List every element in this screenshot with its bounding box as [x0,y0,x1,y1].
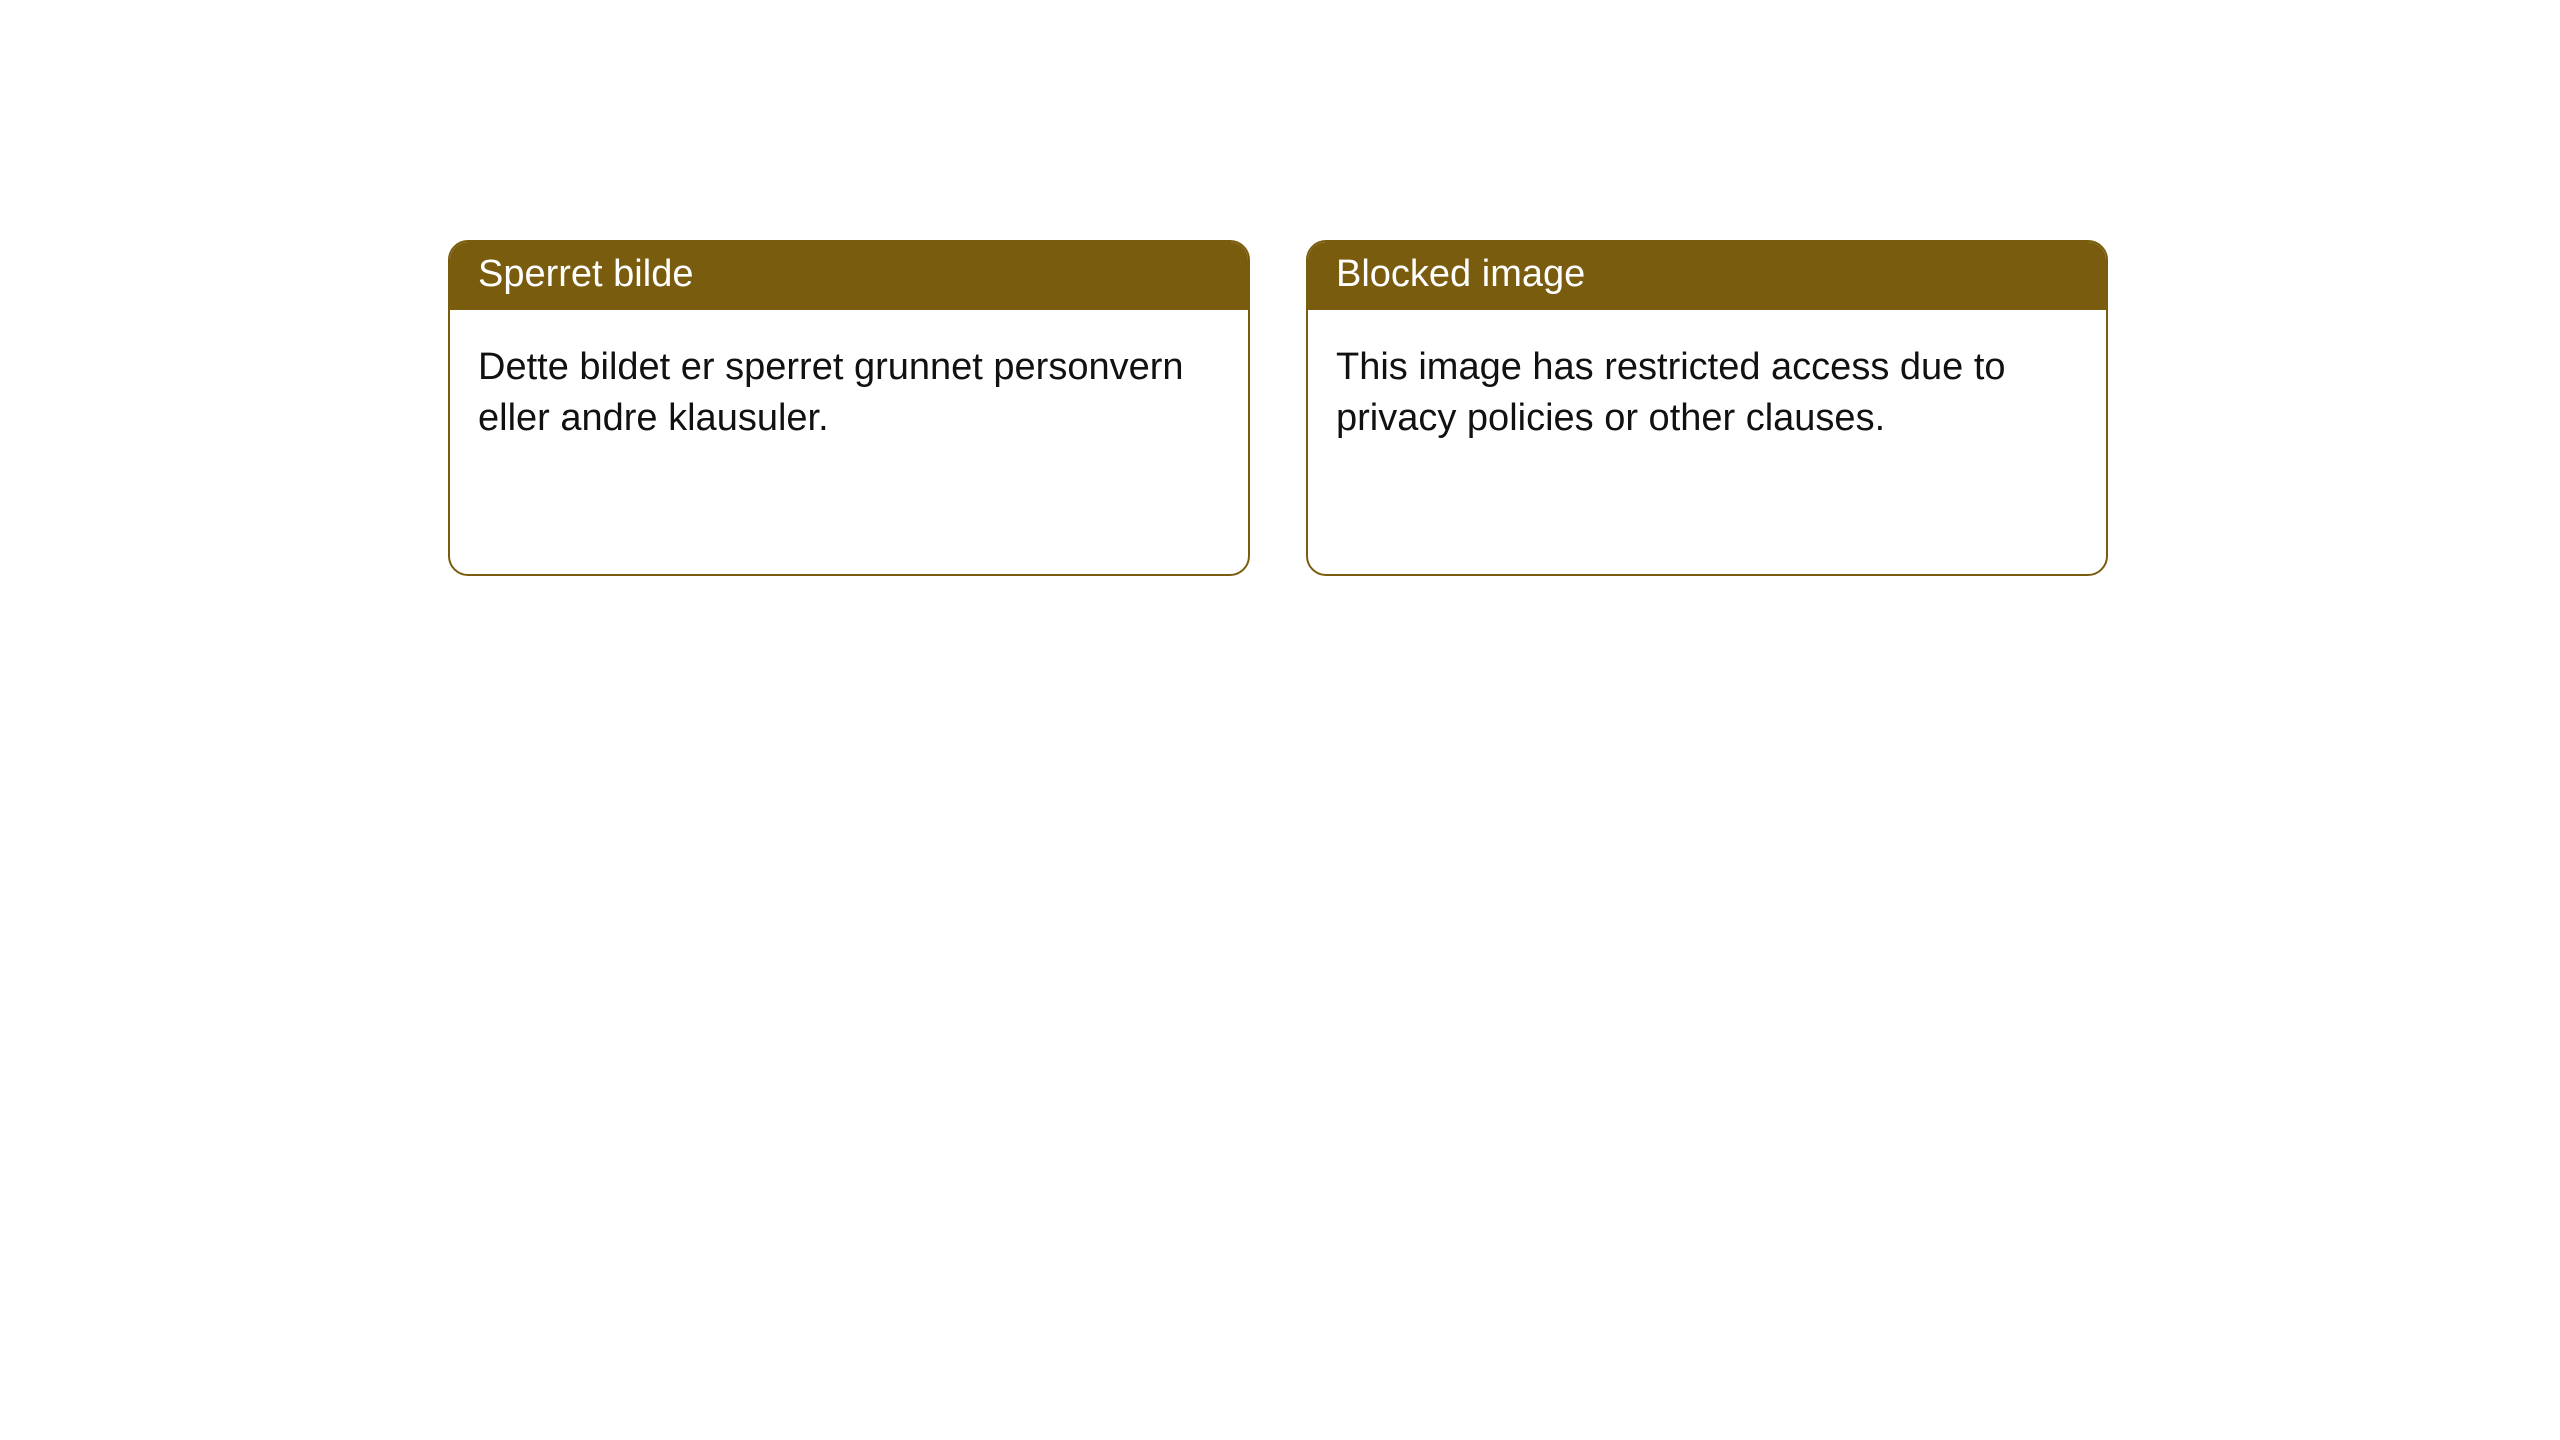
notice-card-body: This image has restricted access due to … [1308,310,2106,477]
notice-card-title: Blocked image [1308,242,2106,310]
notice-card-english: Blocked image This image has restricted … [1306,240,2108,576]
notice-card-norwegian: Sperret bilde Dette bildet er sperret gr… [448,240,1250,576]
notice-card-title: Sperret bilde [450,242,1248,310]
notice-cards-row: Sperret bilde Dette bildet er sperret gr… [448,240,2108,576]
notice-card-body: Dette bildet er sperret grunnet personve… [450,310,1248,477]
